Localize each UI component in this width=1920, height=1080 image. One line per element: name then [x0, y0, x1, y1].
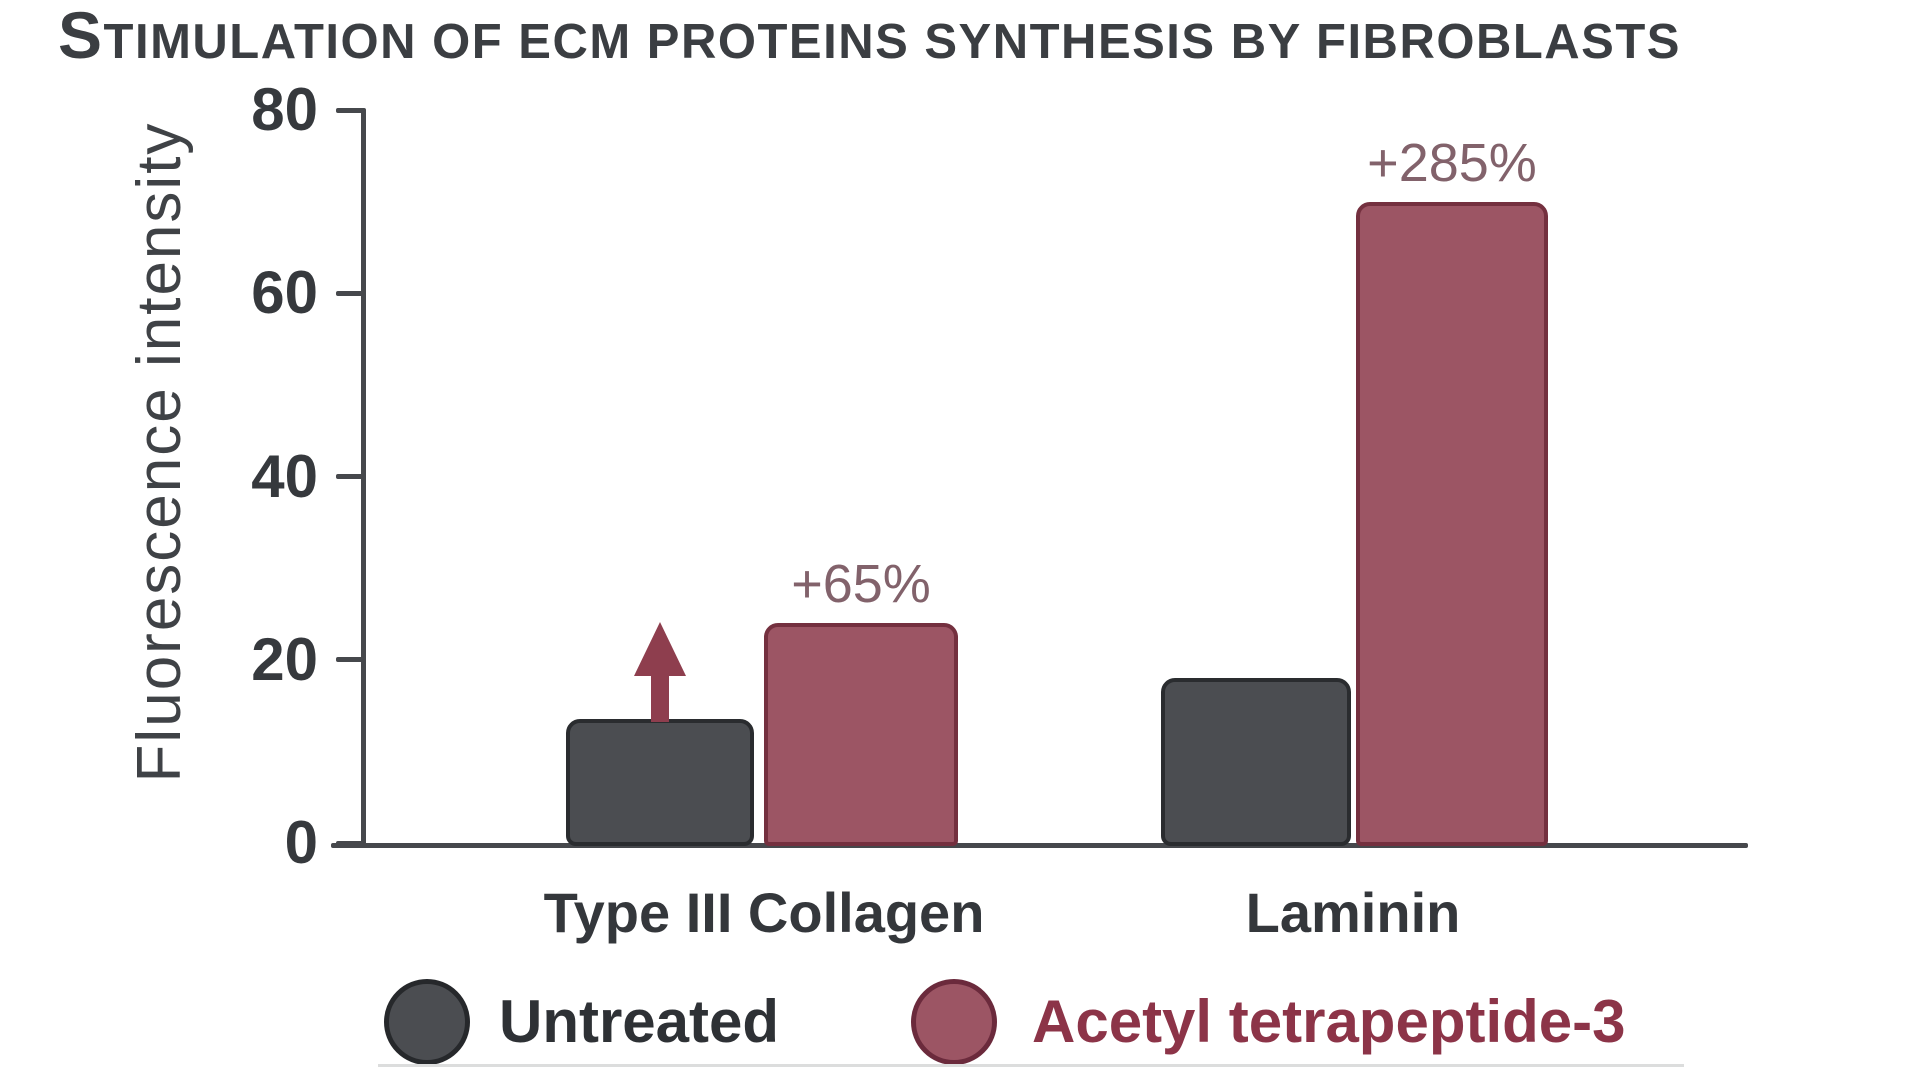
legend-label-acetyl-tetrapeptide-3: Acetyl tetrapeptide-3	[1032, 988, 1626, 1055]
y-tick-label-40: 40	[251, 442, 318, 510]
category-label-type-iii-collagen: Type III Collagen	[543, 881, 985, 944]
x-axis-line	[331, 843, 1748, 848]
annotation-+285%: +285%	[1367, 132, 1537, 193]
chart-title: Stimulation of ECM proteins synthesis by…	[58, 0, 1681, 72]
y-tick-mark-60	[336, 290, 366, 296]
y-tick-mark-80	[336, 107, 366, 113]
annotation-+65%: +65%	[791, 554, 931, 615]
y-tick-mark-20	[336, 657, 366, 663]
y-tick-mark-40	[336, 474, 366, 479]
y-tick-label-20: 20	[251, 625, 318, 693]
legend-swatch-acetyl-tetrapeptide-3	[911, 979, 997, 1065]
separator-line	[378, 1064, 1684, 1067]
legend-label-untreated: Untreated	[499, 988, 780, 1055]
category-label-laminin: Laminin	[1245, 881, 1461, 944]
bar-type-iii-collagen-acetyl-tetrapeptide-3	[764, 623, 958, 846]
y-tick-label-0: 0	[284, 809, 318, 876]
legend-swatch-untreated	[384, 979, 470, 1065]
y-tick-label-80: 80	[251, 76, 318, 143]
bar-type-iii-collagen-untreated	[566, 719, 754, 846]
bar-laminin-untreated	[1161, 678, 1351, 846]
bar-laminin-acetyl-tetrapeptide-3	[1356, 201, 1548, 846]
y-tick-label-60: 60	[251, 259, 318, 327]
increase-arrow-icon	[634, 622, 686, 723]
